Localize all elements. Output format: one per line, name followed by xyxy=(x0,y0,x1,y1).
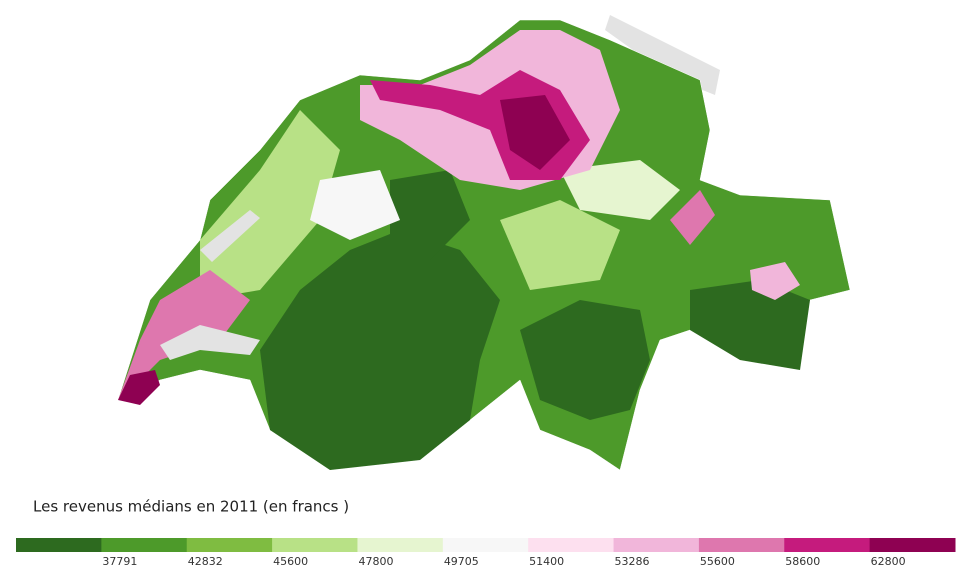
region-magenta xyxy=(118,370,160,405)
legend-swatch xyxy=(528,538,615,552)
region-dark-green xyxy=(260,230,500,470)
legend-swatch xyxy=(784,538,871,552)
map xyxy=(117,15,851,471)
legend-label: 42832 xyxy=(188,555,223,568)
legend-swatch xyxy=(869,538,956,552)
lake xyxy=(200,210,260,262)
legend-swatch xyxy=(272,538,358,552)
legend-swatch xyxy=(186,538,273,552)
legend-label: 45600 xyxy=(273,555,308,568)
legend-label: 51400 xyxy=(529,555,564,568)
legend-label: 55600 xyxy=(700,555,735,568)
legend-swatch xyxy=(698,538,785,552)
legend-swatch xyxy=(442,538,529,552)
legend-swatch xyxy=(101,538,188,552)
legend-title: Les revenus médians en 2011 (en francs ) xyxy=(33,498,349,516)
region-magenta xyxy=(500,95,570,170)
legend-swatch xyxy=(16,538,102,552)
legend-label: 58600 xyxy=(785,555,820,568)
legend-label: 37791 xyxy=(102,555,137,568)
legend-swatch xyxy=(613,538,700,552)
region-pale xyxy=(310,170,400,240)
legend-label: 62800 xyxy=(871,555,906,568)
legend-label: 53286 xyxy=(615,555,650,568)
region-light-green xyxy=(200,110,340,300)
lake xyxy=(160,325,260,360)
legend-swatch xyxy=(357,538,444,552)
region-dark-green xyxy=(690,280,810,370)
region-pink xyxy=(750,262,800,300)
legend-label: 47800 xyxy=(358,555,393,568)
region-dark-green xyxy=(520,300,650,420)
legend: 37791 42832 45600 47800 49705 51400 53286 55600… xyxy=(16,538,956,568)
region-pale xyxy=(560,160,680,220)
region-light-green xyxy=(500,200,620,290)
region-pink xyxy=(670,190,715,245)
lake xyxy=(605,15,720,95)
legend-label: 49705 xyxy=(444,555,479,568)
region-dark-green xyxy=(390,170,470,260)
